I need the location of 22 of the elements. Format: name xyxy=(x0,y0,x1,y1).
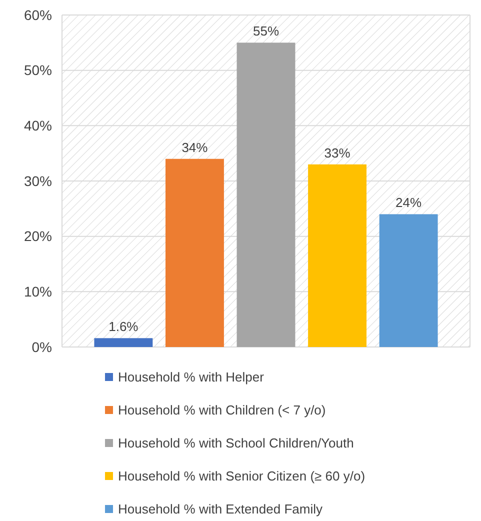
data-label: 33% xyxy=(324,145,351,160)
legend-label: Household % with Extended Family xyxy=(118,502,323,517)
data-label: 34% xyxy=(182,140,208,155)
bar xyxy=(236,42,296,347)
bar xyxy=(308,164,367,347)
legend-label: Household % with School Children/Youth xyxy=(118,436,354,451)
y-tick-label: 50% xyxy=(24,62,52,78)
y-tick-label: 10% xyxy=(24,284,52,300)
legend-label: Household % with Helper xyxy=(118,370,265,385)
data-label: 55% xyxy=(252,24,280,39)
legend-label: Household % with Children (< 7 y/o) xyxy=(118,402,326,418)
y-tick-label: 30% xyxy=(24,172,52,189)
data-label: 24% xyxy=(396,195,422,210)
bar xyxy=(165,158,224,347)
data-label: 1.6% xyxy=(108,319,139,334)
y-tick-label: 0% xyxy=(32,338,52,355)
y-tick-label: 20% xyxy=(24,228,52,244)
bar xyxy=(379,214,438,347)
bar xyxy=(94,338,153,347)
y-tick-label: 40% xyxy=(24,118,52,134)
y-tick-label: 60% xyxy=(24,6,52,23)
legend-label: Household % with Senior Citizen (≥ 60 y/o) xyxy=(118,468,366,484)
